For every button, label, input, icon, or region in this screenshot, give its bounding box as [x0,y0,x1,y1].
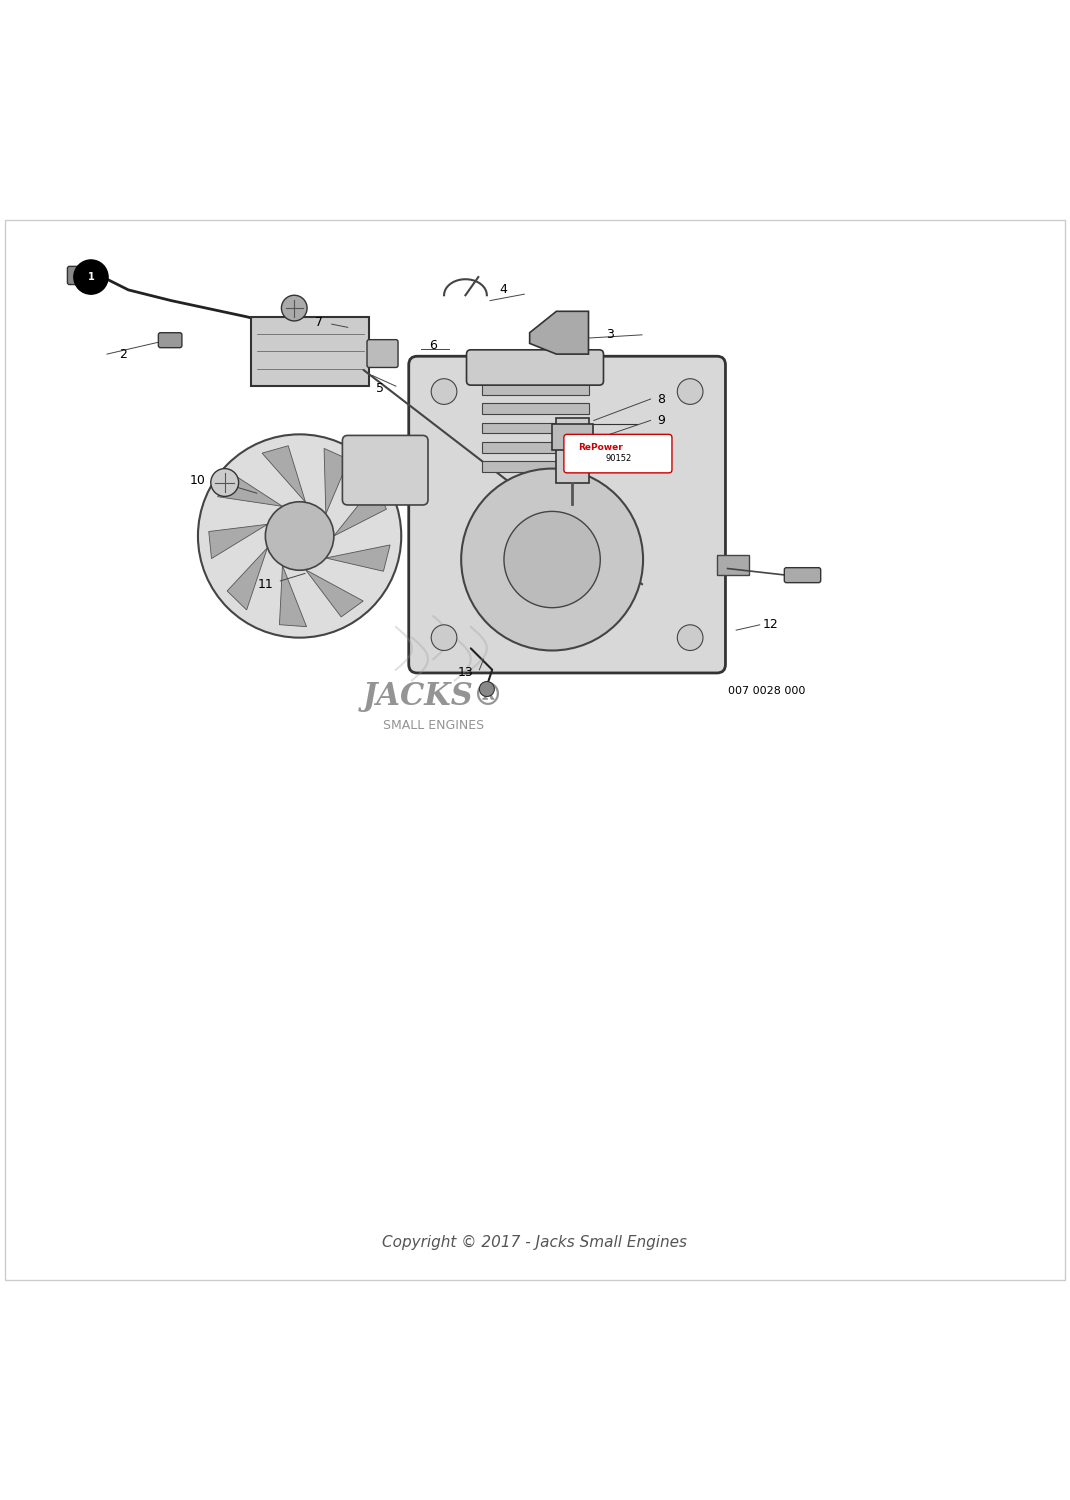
Text: 4: 4 [499,284,507,297]
Text: JACKS®: JACKS® [363,681,504,712]
Polygon shape [279,566,306,627]
FancyBboxPatch shape [409,356,725,674]
Bar [552,423,593,450]
Polygon shape [217,474,282,507]
FancyBboxPatch shape [367,339,398,368]
FancyBboxPatch shape [467,350,603,386]
FancyBboxPatch shape [67,267,102,285]
Polygon shape [530,312,588,354]
Text: SMALL ENGINES: SMALL ENGINES [383,718,484,732]
Circle shape [198,435,401,638]
Text: 1: 1 [88,272,94,282]
Polygon shape [306,570,363,616]
Circle shape [431,378,457,405]
Text: 90152: 90152 [606,454,631,464]
Bar [482,364,588,375]
Circle shape [504,512,600,608]
Polygon shape [334,484,386,536]
Text: 8: 8 [657,393,666,405]
FancyBboxPatch shape [158,333,182,348]
Text: 12: 12 [763,618,778,632]
Bar [556,419,588,483]
Text: 9: 9 [657,414,666,428]
Bar [482,384,588,394]
Bar [251,316,369,386]
Text: 3: 3 [606,328,614,342]
Polygon shape [262,446,306,503]
Polygon shape [326,544,391,572]
Circle shape [281,296,307,321]
Text: 2: 2 [119,348,127,360]
Bar [717,555,749,574]
Text: 5: 5 [376,382,384,394]
FancyBboxPatch shape [564,435,672,472]
Polygon shape [227,548,268,610]
Text: 13: 13 [458,666,473,680]
Circle shape [677,626,703,651]
Text: 7: 7 [315,315,323,328]
Circle shape [431,626,457,651]
Bar [482,404,588,414]
Text: Copyright © 2017 - Jacks Small Engines: Copyright © 2017 - Jacks Small Engines [382,1234,688,1250]
Circle shape [265,503,334,570]
Polygon shape [324,448,349,514]
Text: 6: 6 [429,339,438,352]
Circle shape [677,378,703,405]
FancyBboxPatch shape [784,567,821,582]
Text: 10: 10 [190,474,205,488]
Text: 11: 11 [258,578,273,591]
Bar [482,423,588,433]
Text: RePower: RePower [578,442,623,452]
Circle shape [211,468,239,496]
Circle shape [461,468,643,651]
FancyBboxPatch shape [342,435,428,506]
Circle shape [74,260,108,294]
Polygon shape [209,525,268,558]
Bar [482,460,588,472]
Text: 007 0028 000: 007 0028 000 [728,686,805,696]
Bar [482,442,588,453]
Circle shape [479,681,494,696]
